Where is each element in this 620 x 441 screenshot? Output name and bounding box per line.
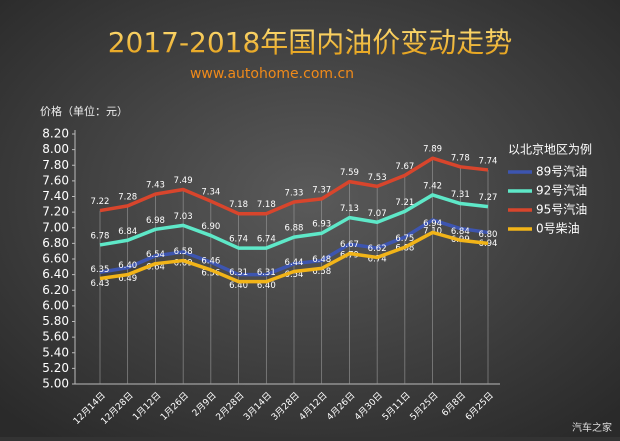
y-tick-label: 6.20 [42, 283, 69, 297]
data-label: 6.56 [201, 269, 220, 279]
legend-title: 以北京地区为例 [508, 143, 592, 157]
data-label: 7.18 [257, 200, 276, 210]
data-label: 7.89 [423, 145, 442, 155]
data-label: 7.59 [340, 168, 359, 178]
line [99, 156, 489, 216]
y-tick-label: 5.00 [42, 377, 69, 391]
y-tick-label: 7.80 [42, 158, 69, 172]
data-label: 7.37 [312, 185, 331, 195]
legend-label: 89号汽油 [536, 164, 587, 179]
data-label: 6.94 [479, 239, 498, 249]
y-tick-label: 6.00 [42, 298, 69, 312]
y-tick-label: 7.40 [42, 189, 69, 203]
data-label: 6.94 [423, 219, 442, 229]
data-label: 7.43 [146, 181, 165, 191]
data-label: 7.42 [423, 181, 442, 191]
data-label: 6.31 [229, 268, 248, 278]
data-label: 6.58 [174, 247, 193, 257]
data-label: 6.40 [118, 261, 137, 271]
data-label: 6.54 [146, 250, 165, 260]
y-tick-label: 8.00 [42, 142, 69, 156]
y-tick-label: 5.40 [42, 345, 69, 359]
y-tick-label: 6.40 [42, 267, 69, 281]
y-tick-label: 5.60 [42, 330, 69, 344]
data-label: 6.79 [340, 251, 359, 261]
data-label: 6.93 [312, 220, 331, 230]
watermark: 汽车之家 [572, 421, 612, 434]
data-label: 6.44 [285, 258, 304, 268]
y-axis-label: 价格（单位：元） [40, 104, 128, 118]
data-label: 6.90 [201, 222, 220, 232]
data-label: 6.40 [257, 281, 276, 291]
data-label: 6.84 [451, 227, 470, 237]
legend-label: 0号柴油 [536, 222, 580, 236]
data-label: 6.69 [174, 258, 193, 268]
data-label: 7.78 [451, 153, 470, 163]
data-label: 7.03 [174, 212, 193, 222]
chart-title: 2017-2018年国内油价变动走势 [108, 26, 513, 59]
y-tick-label: 6.80 [42, 236, 69, 250]
data-label: 6.64 [146, 262, 165, 272]
data-label: 6.48 [312, 255, 331, 265]
data-label: 7.33 [285, 188, 304, 198]
y-tick-label: 6.60 [42, 252, 69, 266]
data-label: 7.21 [395, 198, 414, 208]
data-label: 6.74 [229, 235, 248, 245]
data-label: 6.46 [201, 256, 220, 266]
data-label: 7.07 [368, 209, 387, 219]
data-label: 6.35 [91, 265, 110, 275]
data-label: 7.22 [91, 197, 110, 207]
data-label: 7.28 [118, 192, 137, 202]
data-label: 6.31 [257, 268, 276, 278]
data-label: 6.40 [229, 281, 248, 291]
data-label: 6.78 [91, 231, 110, 241]
y-tick-label: 7.00 [42, 220, 69, 234]
line [99, 230, 489, 284]
data-label: 6.74 [368, 255, 387, 265]
line [99, 218, 489, 277]
legend-label: 95号汽油 [536, 202, 587, 217]
y-tick-label: 7.20 [42, 205, 69, 219]
y-tick-label: 8.20 [42, 127, 69, 141]
data-label: 6.74 [257, 235, 276, 245]
data-label: 6.88 [285, 224, 304, 234]
y-tick-label: 7.60 [42, 173, 69, 187]
y-tick-label: 5.80 [42, 314, 69, 328]
data-label: 6.58 [312, 267, 331, 277]
data-label: 7.27 [479, 193, 498, 203]
data-label: 7.67 [395, 162, 414, 172]
data-label: 7.74 [479, 156, 498, 166]
legend-label: 92号汽油 [536, 183, 587, 198]
data-label: 7.49 [174, 176, 193, 186]
line [99, 193, 489, 250]
data-label: 6.54 [285, 270, 304, 280]
data-label: 7.18 [229, 200, 248, 210]
data-label: 6.84 [118, 227, 137, 237]
data-label: 6.49 [118, 274, 137, 284]
y-tick-label: 5.20 [42, 361, 69, 375]
data-label: 6.67 [340, 240, 359, 250]
data-label: 7.31 [451, 190, 470, 200]
data-label: 6.80 [479, 230, 498, 240]
data-label: 7.53 [368, 173, 387, 183]
data-label: 7.34 [201, 188, 220, 198]
data-label: 7.13 [340, 204, 359, 214]
data-label: 6.62 [368, 244, 387, 254]
data-label: 6.75 [395, 234, 414, 244]
data-label: 6.98 [146, 216, 165, 226]
data-label: 6.43 [91, 279, 110, 289]
subtitle: www.autohome.com.cn [190, 66, 354, 82]
